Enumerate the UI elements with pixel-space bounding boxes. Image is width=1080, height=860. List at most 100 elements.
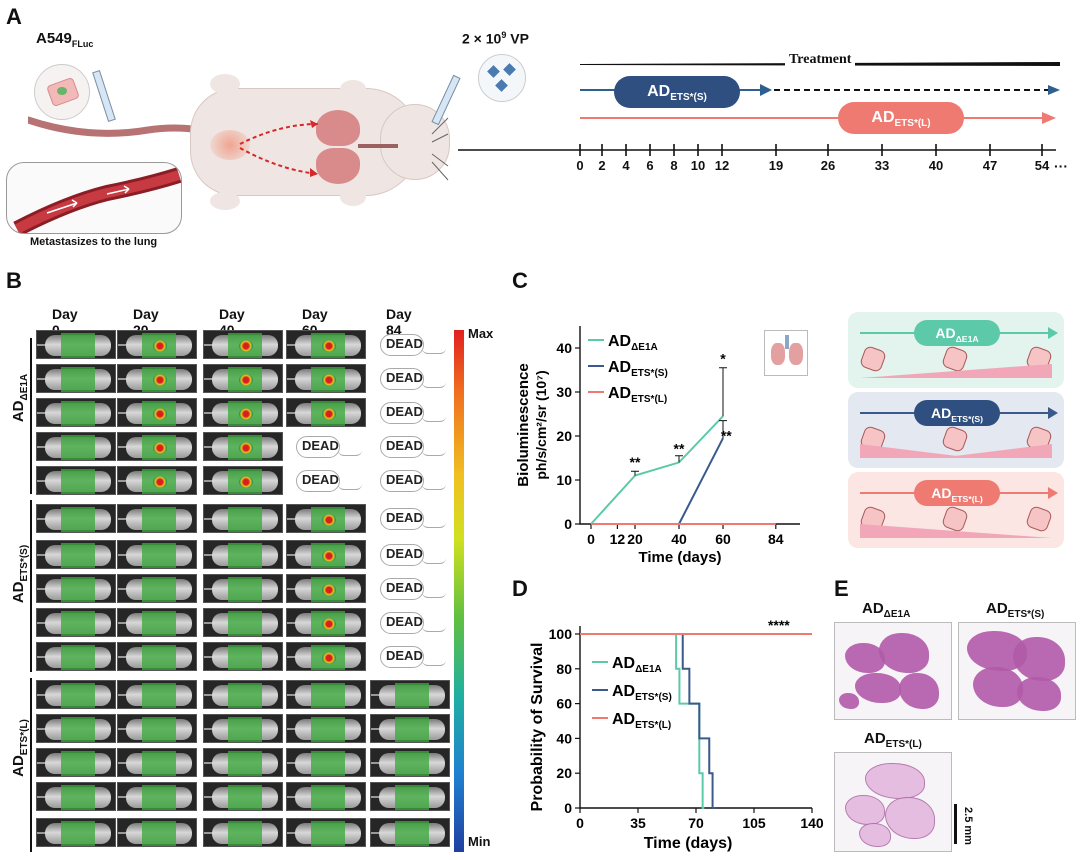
histology-image-ets-s bbox=[958, 622, 1076, 720]
mouse-tail bbox=[371, 832, 381, 834]
tumor-signal bbox=[153, 476, 167, 488]
schematic-pill-sub: ΔE1A bbox=[955, 333, 979, 344]
bioluminescence-image bbox=[117, 680, 197, 709]
timeline-tick-label: 54 bbox=[1034, 158, 1050, 173]
lung-thumbnail-icon bbox=[764, 330, 808, 376]
dead-mouse-outline bbox=[380, 470, 424, 492]
roi-overlay bbox=[228, 717, 262, 742]
dead-label: DEAD bbox=[302, 438, 339, 453]
dead-mouse-outline bbox=[380, 578, 424, 600]
blood-vessel-inset bbox=[6, 162, 182, 234]
dead-mouse-outline bbox=[296, 470, 340, 492]
group-label-sub: ETS*(L) bbox=[19, 719, 30, 756]
dose-unit: VP bbox=[506, 30, 529, 47]
y-tick-label: 40 bbox=[556, 340, 572, 356]
bioluminescence-image bbox=[117, 540, 197, 569]
mouse-tail bbox=[371, 762, 381, 764]
treatment-schematic: ADETS*(S) bbox=[848, 392, 1064, 468]
timeline-tick-label: 10 bbox=[690, 158, 706, 173]
dead-mouse-cell: DEAD bbox=[370, 540, 450, 569]
y-tick-label: 0 bbox=[564, 800, 572, 816]
bioluminescence-image bbox=[370, 680, 450, 709]
bioluminescence-image bbox=[36, 818, 116, 847]
timeline-tick-label: 4 bbox=[622, 158, 630, 173]
roi-overlay bbox=[311, 785, 345, 810]
group-label-name: AD bbox=[10, 755, 27, 777]
histo-label-ets-l: ADETS*(L) bbox=[864, 730, 922, 750]
timeline-tick-label: 33 bbox=[874, 158, 890, 173]
tumor-signal bbox=[322, 618, 336, 630]
mouse-tail bbox=[204, 832, 214, 834]
mouse-tail bbox=[371, 796, 381, 798]
bioluminescence-image bbox=[286, 714, 366, 743]
bioluminescence-image bbox=[117, 608, 197, 637]
histo-label-ets-l-name: AD bbox=[864, 730, 886, 747]
bioluminescence-image bbox=[203, 466, 283, 495]
mouse-tail bbox=[287, 694, 297, 696]
dead-mouse-tail bbox=[422, 660, 446, 666]
roi-overlay bbox=[395, 751, 429, 776]
dead-label: DEAD bbox=[386, 546, 423, 561]
dead-mouse-cell: DEAD bbox=[370, 642, 450, 671]
roi-overlay bbox=[395, 717, 429, 742]
y-tick-label: 10 bbox=[556, 472, 572, 488]
panel-e-letter: E bbox=[834, 576, 849, 601]
dead-mouse-tail bbox=[422, 382, 446, 388]
mouse-tail bbox=[37, 762, 47, 764]
colorbar-max: Max bbox=[468, 326, 494, 341]
histo-label-de1a-sub: ΔE1A bbox=[883, 609, 911, 620]
y-tick-label: 30 bbox=[556, 384, 572, 400]
y-tick-label: 80 bbox=[556, 661, 572, 677]
roi-overlay bbox=[61, 683, 95, 708]
bioluminescence-image bbox=[117, 818, 197, 847]
bioluminescence-image bbox=[370, 748, 450, 777]
bioluminescence-image bbox=[117, 504, 197, 533]
treatment-schematic: ADETS*(L) bbox=[848, 472, 1064, 548]
tumor-signal bbox=[239, 340, 253, 352]
roi-overlay bbox=[228, 543, 262, 568]
x-axis-label: Time (days) bbox=[644, 835, 733, 852]
roi-overlay bbox=[61, 469, 95, 494]
mouse-tail bbox=[287, 832, 297, 834]
schematic-pill-name: AD bbox=[930, 405, 952, 421]
dead-mouse-tail bbox=[422, 626, 446, 632]
mouse-tail bbox=[287, 344, 297, 346]
mouse-tail bbox=[118, 796, 128, 798]
dose-exponent: 9 bbox=[501, 30, 507, 40]
roi-overlay bbox=[142, 821, 176, 846]
scale-bar bbox=[954, 804, 957, 844]
bioluminescence-image bbox=[286, 642, 366, 671]
scale-bar-label: 2.5 mm bbox=[962, 807, 974, 845]
tumor-signal bbox=[322, 550, 336, 562]
bioluminescence-image bbox=[117, 714, 197, 743]
bioluminescence-image bbox=[36, 782, 116, 811]
timeline-tick-label: 2 bbox=[598, 158, 606, 173]
mouse-tail bbox=[287, 554, 297, 556]
dead-mouse-tail bbox=[422, 450, 446, 456]
tumor-signal bbox=[322, 514, 336, 526]
mouse-tail bbox=[37, 344, 47, 346]
tumor-signal bbox=[153, 374, 167, 386]
bioluminescence-image bbox=[117, 748, 197, 777]
mouse-tail bbox=[118, 622, 128, 624]
tumor-signal bbox=[322, 408, 336, 420]
dead-mouse-tail bbox=[338, 450, 362, 456]
roi-overlay bbox=[311, 683, 345, 708]
timeline-tick-label: 19 bbox=[768, 158, 784, 173]
mouse-tail bbox=[204, 728, 214, 730]
error-bar bbox=[719, 367, 727, 417]
bioluminescence-image bbox=[286, 540, 366, 569]
tumor-signal bbox=[322, 652, 336, 664]
x-tick-label: 0 bbox=[576, 815, 584, 831]
bioluminescence-image bbox=[203, 330, 283, 359]
dead-mouse-cell: DEAD bbox=[370, 398, 450, 427]
schematic-pill-sub: ETS*(L) bbox=[951, 493, 983, 504]
bioluminescence-image bbox=[36, 748, 116, 777]
group-bracket bbox=[30, 678, 32, 852]
bioluminescence-image bbox=[286, 748, 366, 777]
group-label-name: AD bbox=[10, 400, 27, 423]
roi-overlay bbox=[142, 611, 176, 636]
bioluminescence-image bbox=[36, 680, 116, 709]
bioluminescence-image bbox=[36, 466, 116, 495]
mouse-tail bbox=[204, 554, 214, 556]
